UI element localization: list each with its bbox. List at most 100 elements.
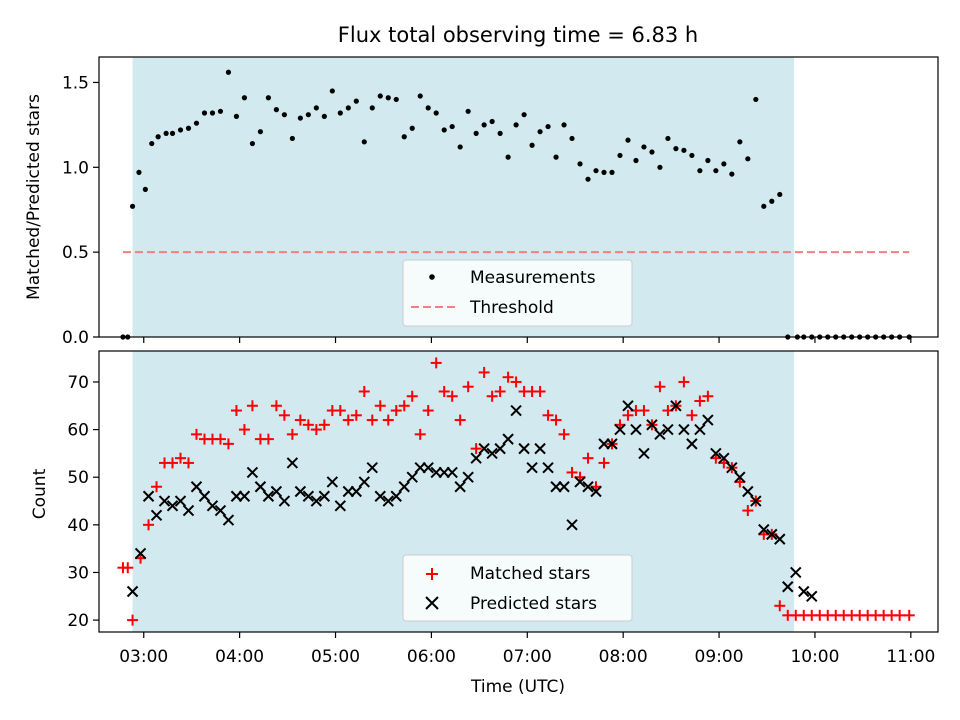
measurement-point [697,168,703,174]
measurement-point [513,122,519,128]
matched-star-point [342,414,354,426]
predicted-star-point [654,428,666,441]
matched-star-point [638,405,650,417]
measurement-point [329,88,335,94]
bottom-legend-box [402,554,633,622]
predicted-star-point [766,528,778,541]
matched-star-point [350,409,362,421]
bottom-xtick-label: 09:00 [695,647,744,667]
measurement-point [425,105,431,111]
predicted-star-point [406,471,418,483]
matched-star-point [510,376,522,388]
measurement-point [689,152,695,159]
measurement-point [369,105,375,111]
measurement-point [281,112,287,118]
matched-star-point [438,385,450,397]
matched-star-point [702,390,714,402]
predicted-star-point [478,442,490,455]
matched-star-point [143,519,155,531]
predicted-star-point [222,514,235,526]
measurement-point [385,95,391,101]
matched-star-point [302,419,314,431]
matched-star-point [486,390,498,402]
measurement-point [721,161,727,167]
measurement-point [457,144,463,150]
bottom-ytick-label: 40 [67,516,89,536]
predicted-star-point [782,581,794,593]
matched-star-point [678,376,690,388]
predicted-star-point [590,485,602,498]
bottom-axes-frame [98,350,939,633]
bottom-xtick-label: 04:00 [215,647,264,667]
predicted-star-point [750,495,762,507]
matched-star-point [262,433,274,445]
matched-star-point [270,400,282,412]
predicted-star-point [574,476,586,488]
predicted-star-point [670,400,682,412]
bottom-legend: Matched stars Predicted stars [402,554,633,622]
matched-star-point [366,414,378,426]
predicted-legend-marker [425,596,439,610]
predicted-star-point [806,590,818,602]
bottom-ytick-label: 30 [67,563,89,583]
measurement-point [361,139,367,145]
predicted-star-point [294,485,307,498]
matched-star-point [462,381,474,393]
predicted-star-point [646,419,658,431]
measurement-point [163,130,169,136]
predicted-star-point [558,481,570,493]
matched-star-point [542,409,554,421]
measurement-point [313,105,319,111]
measurement-point [553,154,559,160]
predicted-star-point [518,442,530,455]
predicted-star-point [774,533,786,545]
predicted-star-point [174,495,187,507]
top-panel: 0.0 0.5 1.0 1.5 Matched/Predicted stars Mea… [24,56,939,348]
chart-title: Flux total observing time = 6.83 h [338,23,698,47]
measurement-point [577,161,583,167]
predicted-legend-label: Predicted stars [470,594,597,614]
predicted-star-point [422,461,434,474]
predicted-star-point [694,423,706,436]
measurement-point [649,149,655,155]
matched-star-point [686,409,698,421]
matched-star-point [127,614,139,626]
measurement-point [136,169,142,175]
matched-star-point [534,385,546,397]
measurement-point [149,140,155,147]
bottom-ytick-label: 60 [67,421,89,441]
predicted-star-point [502,433,514,445]
measurement-point [777,191,783,198]
predicted-star-point [286,457,299,469]
matched-legend-label: Matched stars [470,564,590,584]
matched-star-point [334,405,346,417]
measurement-point [337,110,343,116]
measurement-point [193,120,200,126]
predicted-star-point [686,438,698,450]
predicted-star-point [678,423,690,436]
measurements-legend-label: Measurements [470,268,596,288]
predicted-star-point [206,500,219,512]
top-ytick-label: 1.5 [62,73,89,93]
matched-star-point [414,428,426,440]
measurement-point [417,93,423,99]
predicted-star-point [526,461,538,474]
measurement-point [201,110,208,116]
matched-star-point [622,409,634,421]
measurement-point [713,168,719,174]
matched-star-point [182,457,194,469]
predicted-star-point [486,447,498,460]
predicted-star-point [606,438,618,450]
predicted-star-point [510,404,522,417]
measurement-point [609,169,615,175]
measurement-point [257,129,264,135]
predicted-star-point [262,490,275,502]
measurement-point [633,157,639,164]
bottom-ytick-label: 50 [67,468,89,488]
predicted-star-point [454,481,466,493]
matched-star-point [246,400,258,412]
predicted-star-point [614,423,626,436]
predicted-star-point [662,423,674,436]
matched-star-point [310,424,322,436]
